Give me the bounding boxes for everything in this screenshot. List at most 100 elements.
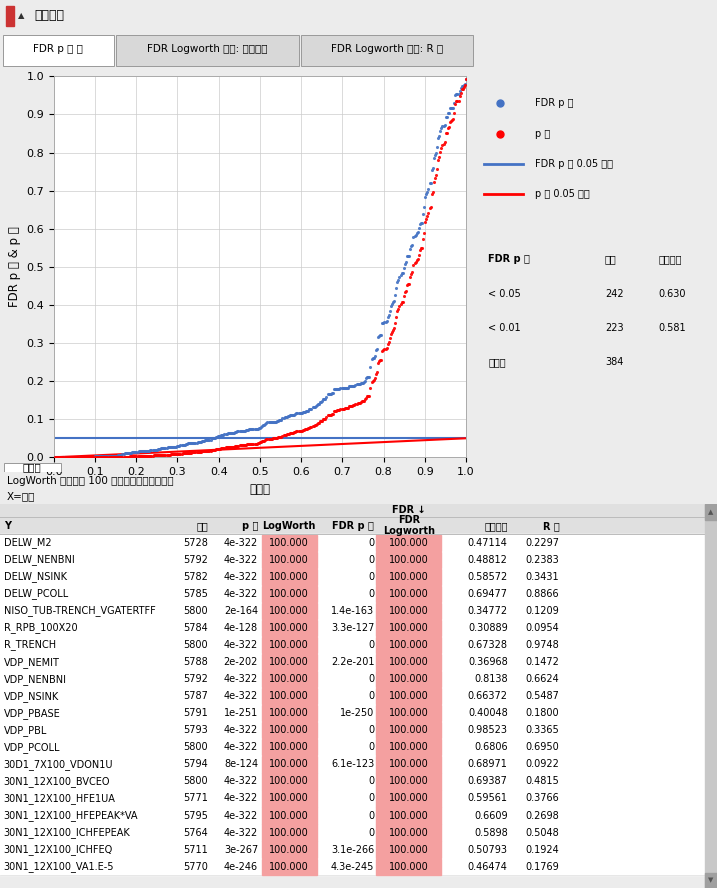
Text: 4e-322: 4e-322	[224, 725, 258, 735]
Point	[192, 445, 204, 459]
Text: 0.34772: 0.34772	[467, 606, 508, 616]
Point	[367, 351, 379, 365]
Text: 0.2698: 0.2698	[526, 811, 559, 821]
Point	[193, 445, 204, 459]
Point	[260, 433, 271, 448]
Point	[57, 450, 69, 464]
Point	[227, 440, 238, 454]
Point	[371, 365, 383, 379]
Text: DELW_NSINK: DELW_NSINK	[4, 571, 67, 583]
Text: 100.000: 100.000	[270, 691, 309, 702]
Point	[404, 249, 415, 263]
Bar	[376, 535, 441, 551]
Point	[76, 450, 87, 464]
Point	[133, 444, 144, 458]
Text: 6.1e-123: 6.1e-123	[331, 759, 374, 769]
Point	[262, 432, 273, 447]
Text: 0: 0	[368, 691, 374, 702]
Point	[296, 424, 308, 438]
Point	[275, 413, 287, 427]
Text: VDP_PBASE: VDP_PBASE	[4, 708, 60, 718]
Bar	[0, 517, 717, 535]
Point	[207, 431, 219, 445]
X-axis label: 秩分数: 秩分数	[250, 482, 270, 496]
Text: 100.000: 100.000	[389, 742, 429, 752]
Text: 0.3431: 0.3431	[526, 572, 559, 582]
Point	[104, 448, 115, 463]
Point	[223, 426, 234, 440]
Point	[176, 438, 187, 452]
Point	[376, 316, 388, 330]
Point	[125, 446, 137, 460]
Text: 5800: 5800	[184, 640, 208, 650]
Point	[395, 267, 407, 281]
Point	[191, 445, 202, 459]
Point	[436, 140, 447, 155]
Point	[165, 440, 176, 455]
Point	[236, 439, 247, 453]
Point	[438, 138, 450, 152]
Point	[340, 401, 351, 416]
Text: 5792: 5792	[183, 674, 208, 684]
Text: 5795: 5795	[183, 811, 208, 821]
Point	[426, 186, 437, 201]
Bar	[262, 807, 317, 824]
Point	[453, 87, 465, 101]
Point	[214, 429, 225, 443]
Point	[407, 238, 418, 252]
Text: 100.000: 100.000	[270, 709, 309, 718]
Point	[381, 314, 392, 329]
Point	[242, 423, 253, 437]
Point	[331, 383, 342, 397]
Point	[120, 446, 131, 460]
Point	[91, 449, 103, 464]
Point	[66, 450, 77, 464]
Text: 5770: 5770	[183, 861, 208, 872]
Point	[117, 449, 128, 464]
Point	[123, 449, 135, 464]
Text: 检验数: 检验数	[488, 357, 506, 367]
Point	[450, 88, 461, 102]
Point	[370, 343, 381, 357]
Text: 0.1924: 0.1924	[526, 844, 559, 854]
Point	[320, 410, 332, 424]
Text: 对应部分: 对应部分	[659, 254, 682, 265]
Point	[90, 449, 101, 464]
Point	[382, 310, 394, 324]
Point	[83, 449, 95, 464]
Point	[143, 448, 155, 463]
Point	[68, 450, 80, 464]
Point	[128, 445, 139, 459]
Point	[315, 395, 327, 409]
Point	[132, 445, 143, 459]
Bar	[0, 551, 717, 568]
Point	[273, 430, 285, 444]
Point	[419, 226, 430, 240]
Point	[356, 394, 368, 408]
Point	[79, 450, 90, 464]
Text: Y: Y	[4, 520, 11, 531]
Point	[271, 431, 282, 445]
Point	[346, 399, 358, 413]
Point	[249, 422, 260, 436]
Point	[432, 162, 443, 176]
Point	[128, 449, 140, 464]
Point	[340, 381, 351, 395]
Point	[154, 448, 166, 463]
Point	[361, 389, 373, 403]
Point	[282, 427, 293, 441]
Bar	[262, 859, 317, 875]
Point	[188, 436, 199, 450]
Point	[244, 422, 256, 436]
Point	[283, 427, 295, 441]
Point	[450, 97, 461, 111]
Point	[387, 322, 399, 337]
Bar	[0, 773, 717, 790]
Point	[103, 448, 114, 463]
Point	[379, 342, 390, 356]
Text: 100.000: 100.000	[270, 861, 309, 872]
Point	[353, 396, 364, 410]
Point	[81, 450, 92, 464]
Point	[394, 299, 405, 313]
Point	[135, 444, 146, 458]
